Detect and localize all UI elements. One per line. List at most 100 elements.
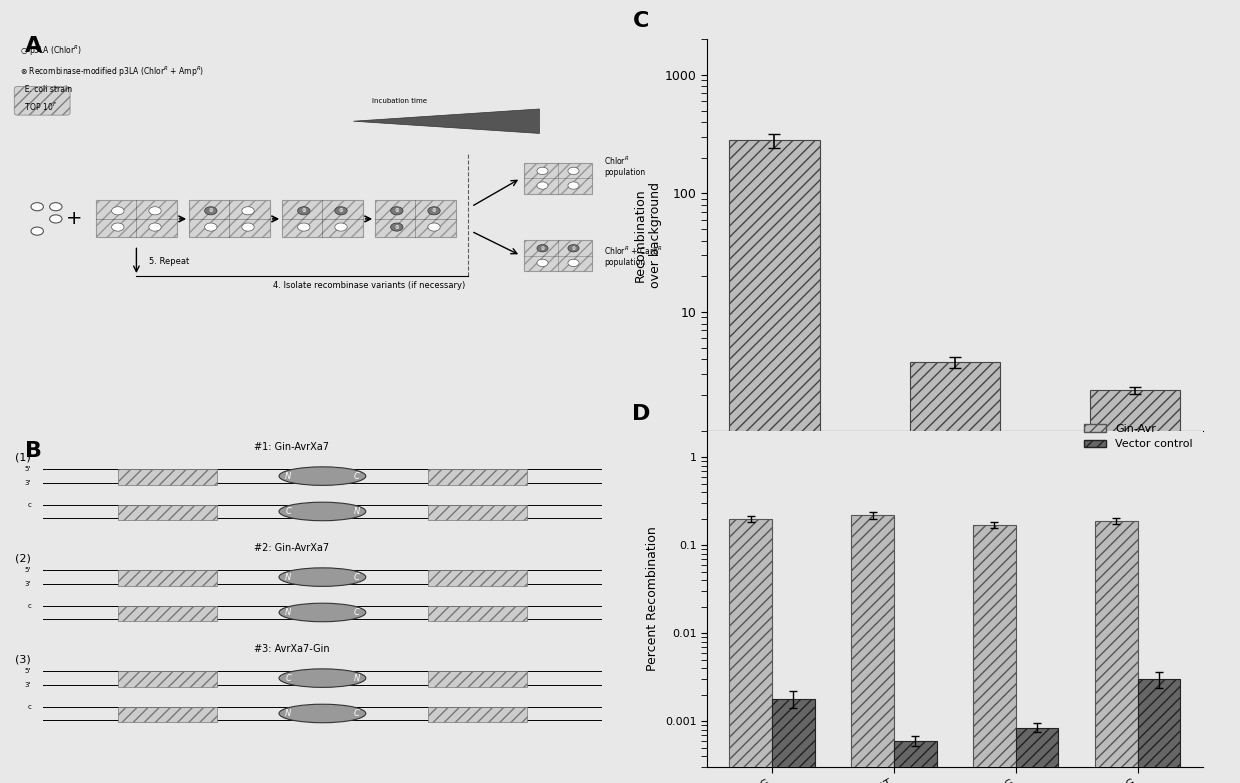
- Circle shape: [428, 207, 440, 215]
- Text: #3: AvrXa7-Gin: #3: AvrXa7-Gin: [254, 644, 329, 655]
- Text: 3': 3': [25, 480, 31, 485]
- Circle shape: [537, 168, 548, 175]
- Text: ⊗: ⊗: [208, 208, 213, 213]
- Text: 5': 5': [25, 467, 31, 472]
- Legend: Gin-Avr, Vector control: Gin-Avr, Vector control: [1080, 420, 1198, 454]
- FancyBboxPatch shape: [523, 163, 591, 194]
- FancyBboxPatch shape: [523, 240, 591, 271]
- Text: C: C: [353, 471, 360, 481]
- Ellipse shape: [279, 669, 366, 687]
- Bar: [428, 469, 527, 485]
- Text: #2: Gin-AvrXa7: #2: Gin-AvrXa7: [254, 543, 329, 554]
- Bar: [118, 606, 217, 621]
- Circle shape: [149, 207, 161, 215]
- Text: ⊗: ⊗: [339, 208, 343, 213]
- Circle shape: [50, 215, 62, 223]
- Polygon shape: [353, 109, 539, 133]
- Text: C: C: [285, 507, 291, 516]
- Circle shape: [50, 203, 62, 211]
- Text: E. coli strain: E. coli strain: [20, 85, 72, 93]
- Text: ⊗: ⊗: [541, 246, 544, 251]
- Text: c: c: [27, 502, 31, 507]
- Bar: [118, 505, 217, 520]
- FancyBboxPatch shape: [374, 200, 455, 237]
- Bar: [428, 671, 527, 687]
- Text: Chlor$^R$ + Carb$^R$
population: Chlor$^R$ + Carb$^R$ population: [605, 244, 663, 267]
- Bar: [729, 518, 773, 783]
- Y-axis label: Percent Recombination: Percent Recombination: [646, 527, 660, 671]
- Text: C: C: [632, 11, 649, 31]
- Text: 3': 3': [25, 581, 31, 586]
- Circle shape: [112, 223, 124, 231]
- Text: ⊗: ⊗: [432, 208, 436, 213]
- Text: (2): (2): [15, 554, 31, 564]
- FancyBboxPatch shape: [281, 200, 362, 237]
- Bar: [118, 671, 217, 687]
- Bar: [118, 469, 217, 485]
- Text: Incubation time: Incubation time: [372, 98, 427, 104]
- Text: C: C: [285, 673, 291, 683]
- Bar: [910, 362, 999, 783]
- Text: 5': 5': [25, 568, 31, 573]
- Text: A: A: [25, 36, 42, 56]
- Circle shape: [112, 207, 124, 215]
- Circle shape: [298, 207, 310, 215]
- Text: ⊗: ⊗: [572, 246, 575, 251]
- Text: +: +: [66, 209, 83, 229]
- Circle shape: [428, 223, 440, 231]
- Bar: [428, 505, 527, 520]
- Bar: [118, 570, 217, 586]
- Circle shape: [205, 223, 217, 231]
- Circle shape: [335, 207, 347, 215]
- Text: C: C: [353, 709, 360, 718]
- Circle shape: [335, 223, 347, 231]
- Y-axis label: Recombination
over background: Recombination over background: [634, 182, 662, 288]
- Text: N: N: [285, 709, 291, 718]
- Text: N: N: [285, 572, 291, 582]
- Bar: [1016, 727, 1059, 783]
- Circle shape: [205, 207, 217, 215]
- Text: ⊗ Recombinase-modified p3LA (Chlor$^R$ + Amp$^R$): ⊗ Recombinase-modified p3LA (Chlor$^R$ +…: [20, 64, 205, 78]
- Text: 5. Repeat: 5. Repeat: [149, 257, 188, 265]
- Text: c: c: [27, 603, 31, 608]
- Text: ⊗: ⊗: [394, 225, 399, 229]
- Text: (1): (1): [15, 453, 31, 463]
- Bar: [118, 707, 217, 722]
- Ellipse shape: [279, 502, 366, 521]
- FancyBboxPatch shape: [15, 87, 69, 115]
- Text: N: N: [353, 507, 360, 516]
- Circle shape: [537, 182, 548, 189]
- Text: C: C: [353, 608, 360, 617]
- Ellipse shape: [279, 704, 366, 723]
- Bar: [973, 525, 1016, 783]
- Text: ○ p3LA (Chlor$^R$): ○ p3LA (Chlor$^R$): [20, 44, 82, 58]
- Circle shape: [568, 168, 579, 175]
- Text: N: N: [285, 471, 291, 481]
- Circle shape: [391, 223, 403, 231]
- Circle shape: [31, 203, 43, 211]
- Ellipse shape: [279, 467, 366, 485]
- Circle shape: [242, 207, 254, 215]
- Text: (3): (3): [15, 655, 31, 665]
- Text: 3': 3': [25, 682, 31, 687]
- Ellipse shape: [279, 603, 366, 622]
- Bar: [894, 741, 936, 783]
- Bar: [428, 570, 527, 586]
- Text: TOP 10$^F$: TOP 10$^F$: [20, 101, 57, 114]
- FancyBboxPatch shape: [190, 200, 270, 237]
- Circle shape: [391, 207, 403, 215]
- Bar: [729, 140, 820, 783]
- Text: #1: Gin-AvrXa7: #1: Gin-AvrXa7: [254, 442, 329, 453]
- Circle shape: [568, 182, 579, 189]
- Circle shape: [537, 259, 548, 266]
- Ellipse shape: [279, 568, 366, 586]
- Bar: [428, 606, 527, 621]
- Text: 4. Isolate recombinase variants (if necessary): 4. Isolate recombinase variants (if nece…: [273, 281, 465, 290]
- Circle shape: [298, 223, 310, 231]
- Circle shape: [568, 244, 579, 252]
- Bar: [1090, 390, 1180, 783]
- Text: ⊗: ⊗: [301, 208, 306, 213]
- Text: C: C: [353, 572, 360, 582]
- Bar: [773, 698, 815, 783]
- Bar: [1095, 521, 1137, 783]
